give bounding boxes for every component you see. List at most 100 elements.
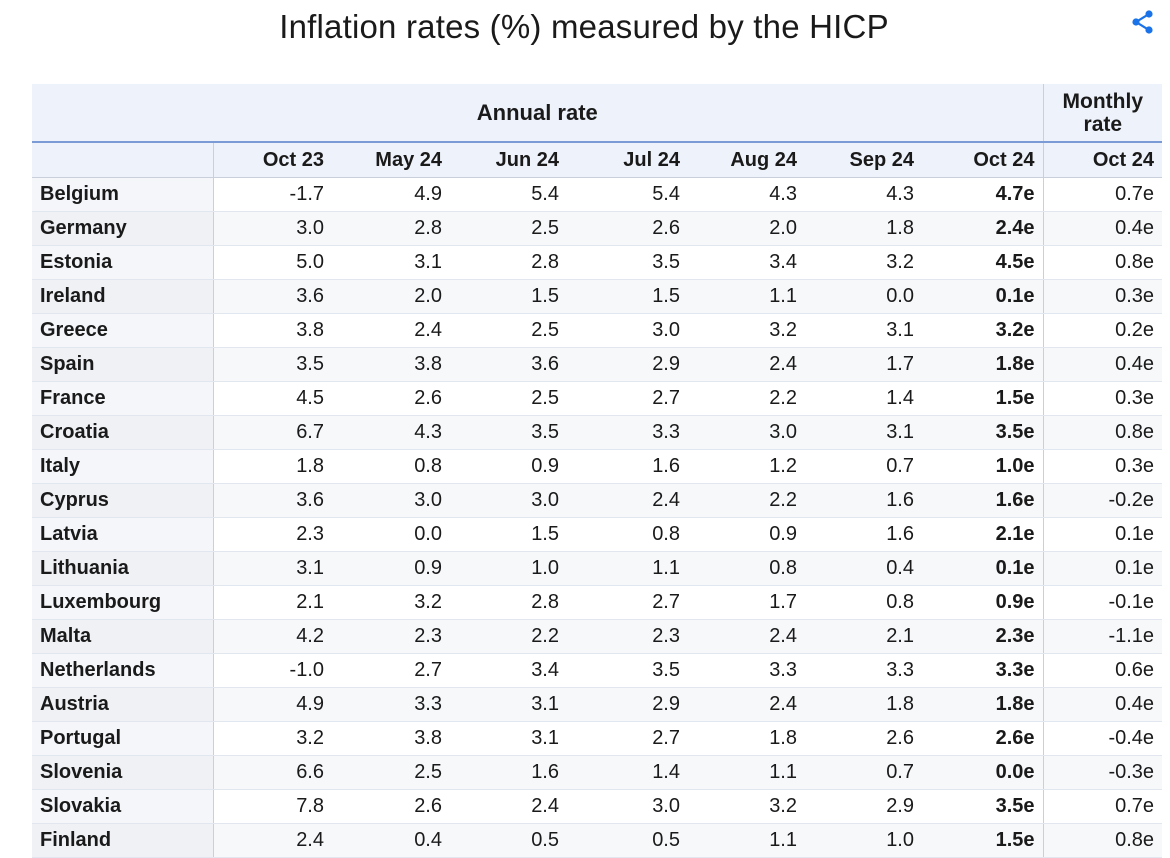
annual-rate-cell: 1.6 [567, 449, 688, 484]
country-cell: Portugal [32, 721, 213, 756]
table-row: Ireland 3.6 2.0 1.5 1.5 1.1 0.0 0.1e 0.3e [32, 279, 1163, 314]
annual-rate-cell: 3.2 [212, 721, 332, 756]
column-header-row: Oct 23 May 24 Jun 24 Jul 24 Aug 24 Sep 24 Oct … [32, 141, 1163, 178]
annual-rate-cell: 0.5 [450, 823, 567, 858]
monthly-rate-cell: 0.1e [1042, 551, 1163, 586]
annual-rate-cell: 3.5 [567, 245, 688, 280]
annual-rate-cell: 1.6 [805, 483, 922, 518]
annual-rate-cell: 2.6 [332, 789, 450, 824]
table-row: Germany 3.0 2.8 2.5 2.6 2.0 1.8 2.4e 0.4e [32, 211, 1163, 246]
annual-rate-cell: 2.9 [567, 347, 688, 382]
table-row: Portugal 3.2 3.8 3.1 2.7 1.8 2.6 2.6e -0.4e [32, 721, 1163, 756]
share-icon[interactable] [1130, 9, 1156, 35]
table-row: Luxembourg 2.1 3.2 2.8 2.7 1.7 0.8 0.9e -0.1e [32, 585, 1163, 620]
annual-rate-cell: 3.1 [805, 415, 922, 450]
annual-rate-cell: 2.6 [567, 211, 688, 246]
column-header-country [32, 141, 213, 178]
annual-rate-cell: 1.0 [450, 551, 567, 586]
annual-rate-cell: 1.1 [567, 551, 688, 586]
annual-rate-cell: 4.2 [212, 619, 332, 654]
annual-rate-cell: 3.4 [688, 245, 805, 280]
monthly-rate-cell: -1.1e [1042, 619, 1163, 654]
annual-rate-cell: 3.5e [922, 415, 1044, 450]
annual-rate-cell: 3.1 [450, 687, 567, 722]
country-cell: Cyprus [32, 483, 213, 518]
annual-rate-cell: 1.8 [805, 211, 922, 246]
annual-rate-cell: 3.0 [212, 211, 332, 246]
annual-rate-cell: 2.8 [332, 211, 450, 246]
annual-rate-cell: 3.3 [688, 653, 805, 688]
annual-rate-cell: 5.4 [450, 177, 567, 212]
share-icon-graphic [1132, 10, 1153, 34]
annual-rate-cell: 3.1 [450, 721, 567, 756]
country-cell: Belgium [32, 177, 213, 212]
annual-rate-cell: 1.5 [450, 517, 567, 552]
monthly-rate-cell: 0.4e [1042, 211, 1163, 246]
annual-rate-cell: 3.0 [567, 789, 688, 824]
annual-rate-cell: 3.1 [805, 313, 922, 348]
annual-rate-cell: 0.0 [805, 279, 922, 314]
monthly-rate-cell: 0.4e [1042, 687, 1163, 722]
annual-rate-cell: 2.7 [567, 721, 688, 756]
annual-rate-cell: 4.3 [805, 177, 922, 212]
annual-rate-cell: 1.5e [922, 823, 1044, 858]
annual-rate-cell: 2.9 [805, 789, 922, 824]
monthly-rate-cell: 0.6e [1042, 653, 1163, 688]
annual-rate-cell: 1.7 [805, 347, 922, 382]
annual-rate-cell: 0.0 [332, 517, 450, 552]
column-header: Oct 23 [212, 141, 332, 178]
annual-rate-cell: 1.8 [212, 449, 332, 484]
country-cell: Latvia [32, 517, 213, 552]
column-header: Sep 24 [805, 141, 922, 178]
annual-rate-cell: 2.4 [567, 483, 688, 518]
annual-rate-cell: -1.0 [212, 653, 332, 688]
annual-rate-cell: 3.2 [688, 313, 805, 348]
country-cell: Ireland [32, 279, 213, 314]
annual-rate-cell: -1.7 [212, 177, 332, 212]
country-cell: Netherlands [32, 653, 213, 688]
annual-rate-cell: 3.6 [212, 279, 332, 314]
annual-rate-cell: 3.3 [332, 687, 450, 722]
table-row: Estonia 5.0 3.1 2.8 3.5 3.4 3.2 4.5e 0.8e [32, 245, 1163, 280]
annual-rate-cell: 1.0e [922, 449, 1044, 484]
annual-rate-cell: 2.4 [688, 687, 805, 722]
monthly-rate-cell: 0.3e [1042, 279, 1163, 314]
annual-rate-cell: 2.4 [212, 823, 332, 858]
annual-rate-cell: 2.1 [805, 619, 922, 654]
group-header-row: Annual rate Monthly rate [32, 84, 1163, 142]
annual-rate-cell: 1.8 [805, 687, 922, 722]
annual-rate-cell: 0.9 [450, 449, 567, 484]
table-row: Austria 4.9 3.3 3.1 2.9 2.4 1.8 1.8e 0.4e [32, 687, 1163, 722]
annual-rate-cell: 1.8e [922, 687, 1044, 722]
annual-rate-cell: 0.5 [567, 823, 688, 858]
annual-rate-cell: 1.1 [688, 279, 805, 314]
annual-rate-cell: 2.5 [332, 755, 450, 790]
annual-rate-cell: 0.4 [332, 823, 450, 858]
monthly-rate-cell: 0.8e [1042, 415, 1163, 450]
annual-rate-cell: 2.8 [450, 245, 567, 280]
annual-rate-cell: 3.0 [567, 313, 688, 348]
annual-rate-cell: 0.9 [332, 551, 450, 586]
table-row: Lithuania 3.1 0.9 1.0 1.1 0.8 0.4 0.1e 0.1e [32, 551, 1163, 586]
country-cell: Finland [32, 823, 213, 858]
annual-rate-cell: 0.9 [688, 517, 805, 552]
annual-rate-cell: 2.0 [688, 211, 805, 246]
annual-rate-cell: 2.9 [567, 687, 688, 722]
table-row: Netherlands -1.0 2.7 3.4 3.5 3.3 3.3 3.3e 0.6e [32, 653, 1163, 688]
annual-rate-cell: 3.5 [212, 347, 332, 382]
table-row: Cyprus 3.6 3.0 3.0 2.4 2.2 1.6 1.6e -0.2e [32, 483, 1163, 518]
annual-rate-cell: 5.0 [212, 245, 332, 280]
annual-rate-cell: 0.1e [922, 551, 1044, 586]
annual-rate-cell: 2.6 [332, 381, 450, 416]
annual-rate-cell: 3.8 [332, 347, 450, 382]
annual-rate-cell: 7.8 [212, 789, 332, 824]
country-cell: Slovakia [32, 789, 213, 824]
annual-rate-cell: 2.3e [922, 619, 1044, 654]
annual-rate-cell: 2.2 [450, 619, 567, 654]
annual-rate-cell: 6.6 [212, 755, 332, 790]
annual-rate-cell: 3.5 [450, 415, 567, 450]
monthly-rate-cell: -0.4e [1042, 721, 1163, 756]
monthly-rate-cell: -0.1e [1042, 585, 1163, 620]
annual-rate-cell: 2.1 [212, 585, 332, 620]
annual-rate-cell: 1.4 [805, 381, 922, 416]
